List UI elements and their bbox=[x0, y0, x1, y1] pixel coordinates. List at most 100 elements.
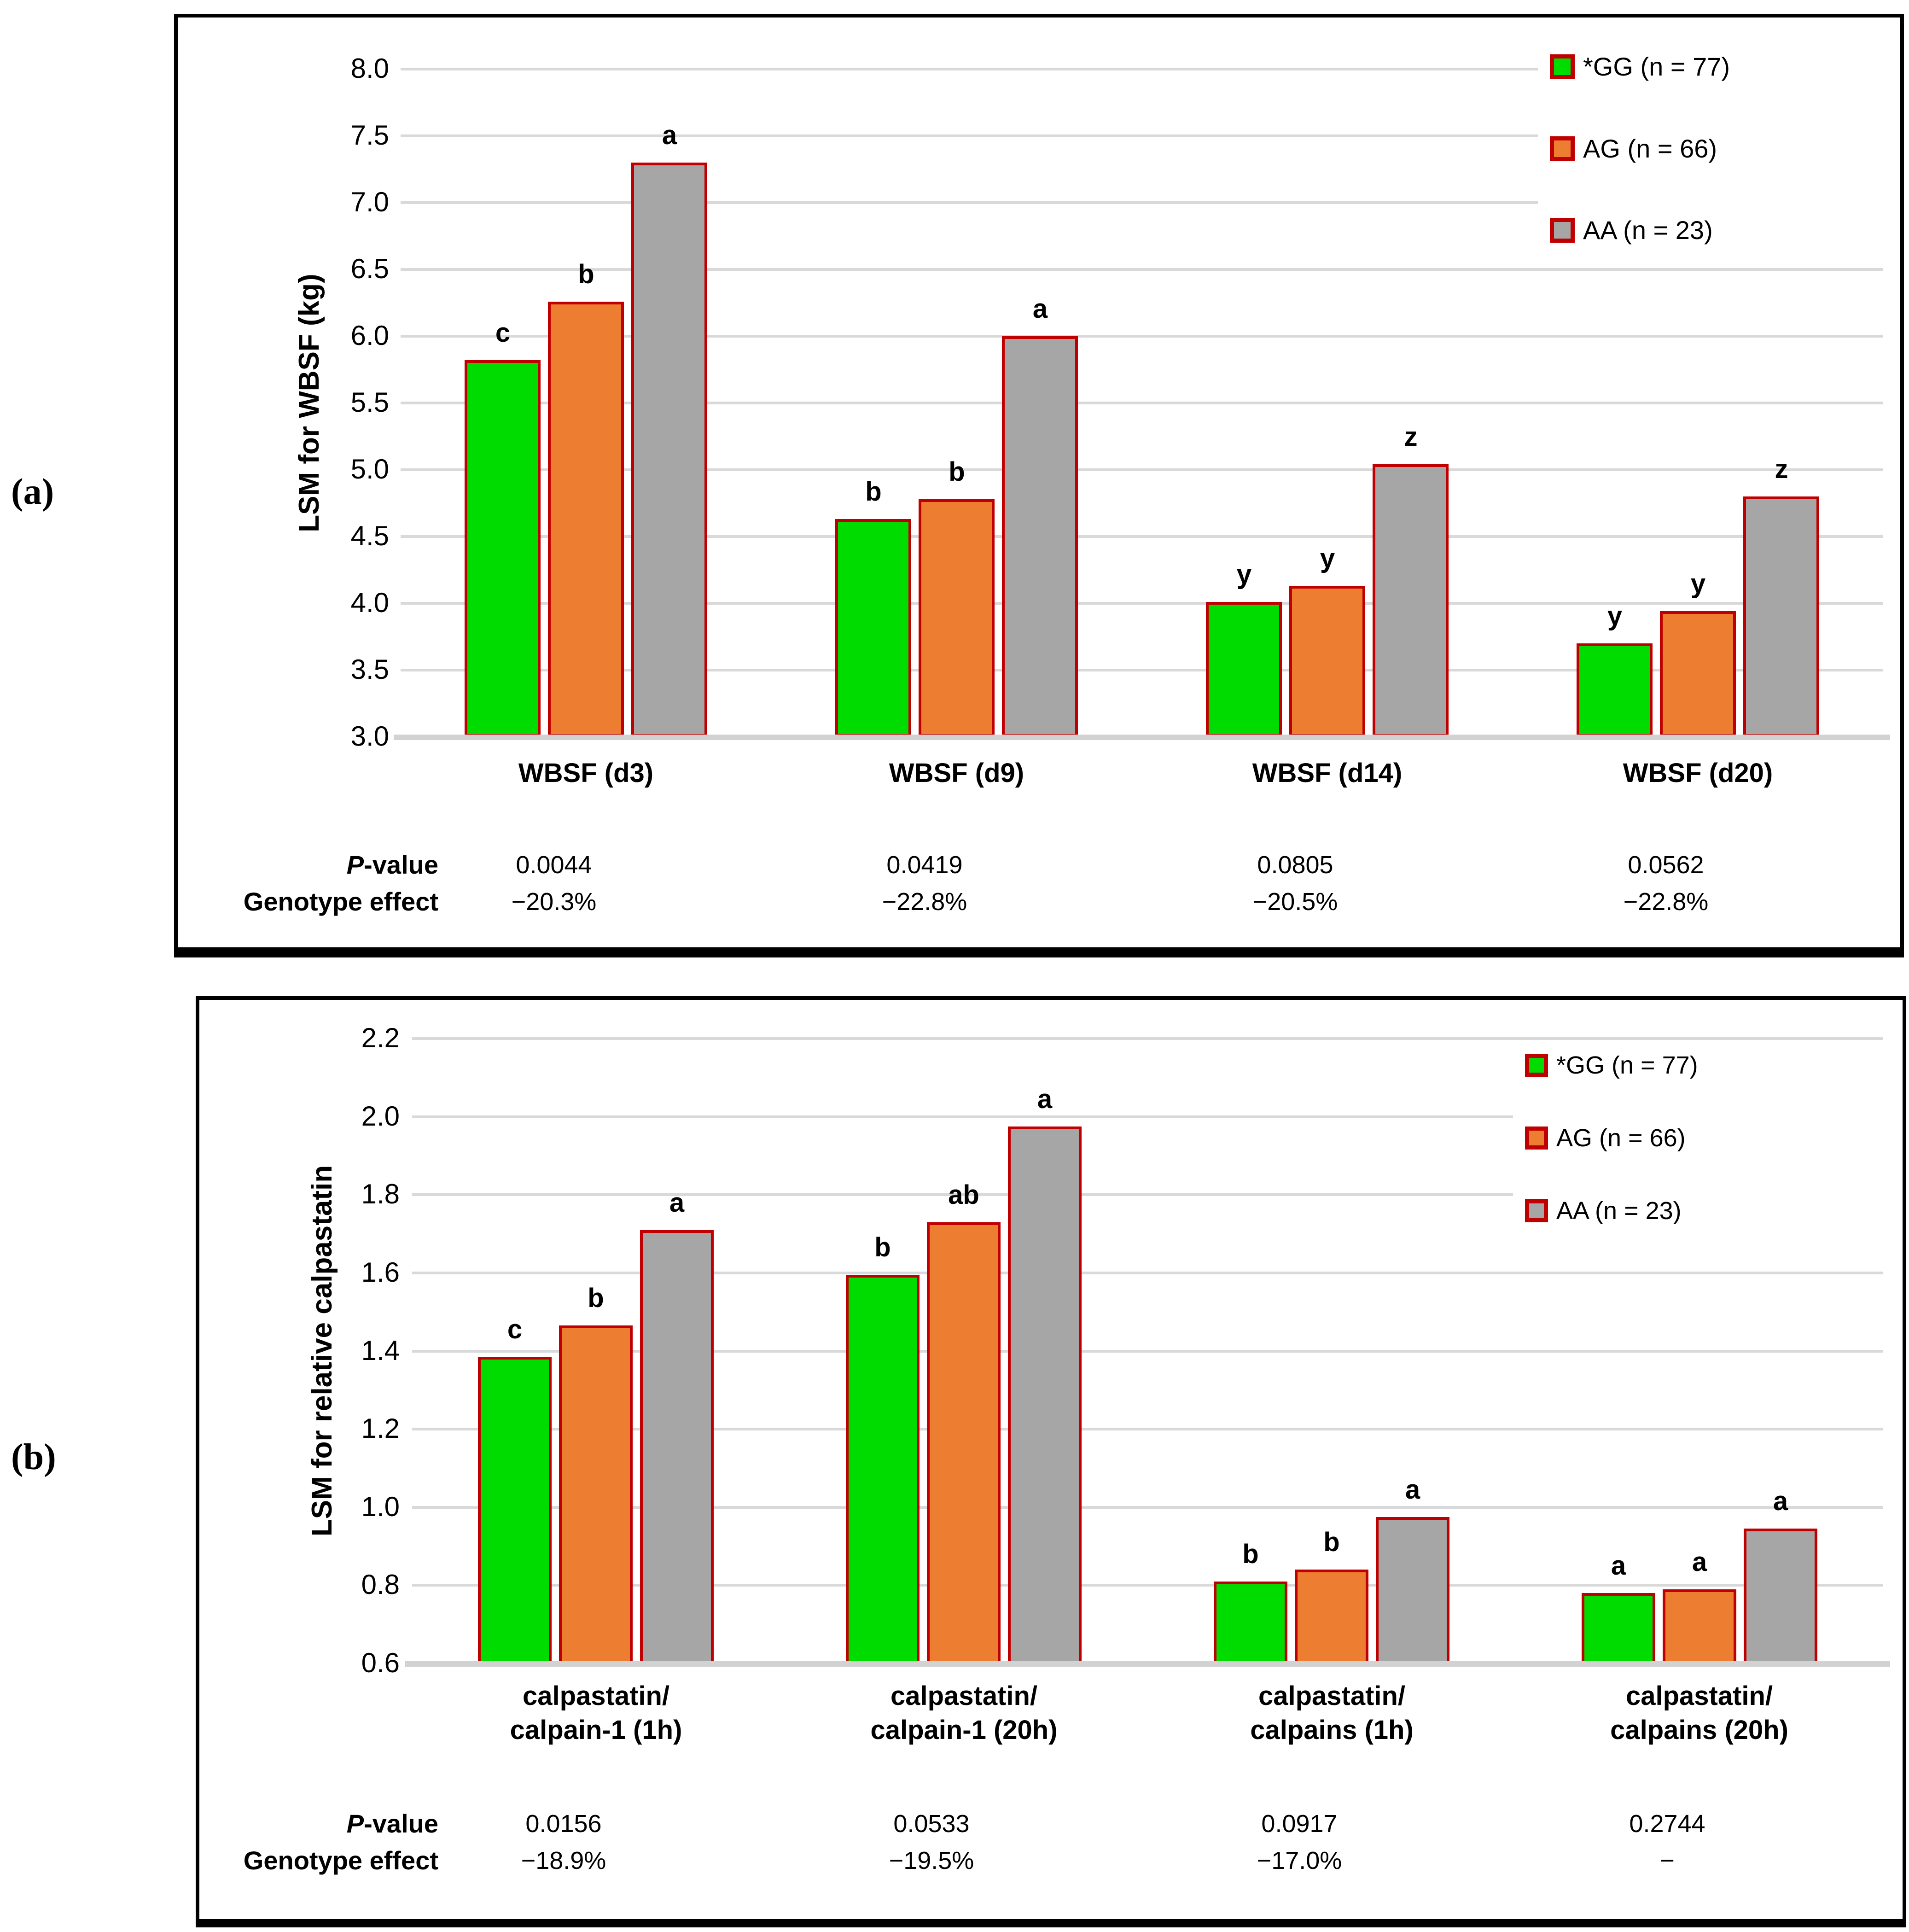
significance-letter: y bbox=[1607, 601, 1623, 631]
bar bbox=[927, 1222, 1001, 1664]
bar bbox=[919, 499, 995, 737]
category-label: calpastatin/ calpain-1 (20h) bbox=[870, 1681, 1058, 1745]
bar bbox=[1295, 1570, 1368, 1664]
x-axis-line bbox=[405, 1661, 1890, 1667]
y-axis-tick-label: 6.0 bbox=[350, 320, 389, 351]
p-value-row-label: P-value bbox=[24, 1810, 438, 1838]
panel-label-b: (b) bbox=[11, 1437, 56, 1477]
p-value-cell: 0.0044 bbox=[516, 851, 592, 879]
p-value-label-italic: P bbox=[346, 850, 364, 879]
significance-letter: a bbox=[662, 120, 677, 150]
genotype-effect-cell: −22.8% bbox=[1623, 888, 1709, 916]
genotype-effect-cell: −17.0% bbox=[1257, 1847, 1342, 1874]
p-value-cell: 0.0917 bbox=[1261, 1810, 1338, 1838]
y-axis-tick-label: 2.2 bbox=[361, 1022, 400, 1053]
gridline bbox=[401, 134, 1883, 137]
legend-label: AA (n = 23) bbox=[1556, 1197, 1682, 1225]
significance-letter: y bbox=[1690, 569, 1706, 599]
bar bbox=[1577, 643, 1653, 737]
bar bbox=[846, 1275, 920, 1664]
bar bbox=[1373, 464, 1449, 737]
gridline bbox=[401, 268, 1883, 271]
p-value-cell: 0.0419 bbox=[886, 851, 963, 879]
significance-letter: a bbox=[1692, 1547, 1707, 1577]
gridline bbox=[412, 1428, 1883, 1430]
p-value-label-rest: -value bbox=[364, 1809, 438, 1838]
legend-label: *GG (n = 77) bbox=[1583, 52, 1730, 81]
bar bbox=[835, 519, 911, 737]
y-axis-tick-label: 7.5 bbox=[350, 120, 389, 151]
y-axis-tick-label: 6.5 bbox=[350, 253, 389, 284]
genotype-effect-cell: −18.9% bbox=[521, 1847, 606, 1874]
bar bbox=[1206, 602, 1282, 737]
y-axis-tick-label: 2.0 bbox=[361, 1101, 400, 1132]
bar bbox=[1663, 1589, 1736, 1664]
genotype-effect-row-label: Genotype effect bbox=[243, 1846, 438, 1875]
p-value-row-label: P-value bbox=[24, 851, 438, 879]
significance-letter: c bbox=[507, 1314, 523, 1344]
category-label: calpastatin/ calpains (1h) bbox=[1250, 1681, 1414, 1745]
significance-letter: b bbox=[578, 259, 594, 289]
y-axis-tick-label: 5.0 bbox=[350, 454, 389, 484]
bar bbox=[1002, 336, 1078, 737]
y-axis-tick-label: 1.0 bbox=[361, 1491, 400, 1522]
gridline bbox=[412, 1272, 1883, 1274]
significance-letter: a bbox=[1405, 1475, 1420, 1505]
genotype-effect-cell: − bbox=[1660, 1847, 1675, 1874]
category-label: WBSF (d3) bbox=[518, 758, 654, 788]
panel-a-box bbox=[174, 14, 1904, 957]
y-axis-tick-label: 0.6 bbox=[361, 1647, 400, 1678]
genotype-effect-cell: −22.8% bbox=[882, 888, 967, 916]
significance-letter: b bbox=[874, 1232, 891, 1262]
significance-letter: b bbox=[865, 477, 882, 507]
bar bbox=[1582, 1593, 1655, 1664]
gridline bbox=[401, 68, 1883, 70]
panel-label-a: (a) bbox=[11, 472, 54, 512]
p-value-cell: 0.2744 bbox=[1629, 1810, 1705, 1838]
gridline bbox=[401, 468, 1883, 471]
significance-letter: b bbox=[1242, 1539, 1259, 1569]
legend-swatch-aa bbox=[1525, 1199, 1548, 1222]
bar bbox=[478, 1357, 552, 1664]
gridline bbox=[401, 402, 1883, 404]
category-label: calpastatin/ calpains (20h) bbox=[1610, 1681, 1788, 1745]
gridline bbox=[412, 1350, 1883, 1353]
legend-label: AA (n = 23) bbox=[1583, 216, 1713, 245]
p-value-label-italic: P bbox=[346, 1809, 364, 1838]
significance-letter: y bbox=[1320, 543, 1335, 573]
gridline bbox=[401, 669, 1883, 671]
significance-letter: a bbox=[669, 1188, 685, 1218]
legend-label: AG (n = 66) bbox=[1583, 134, 1717, 163]
genotype-effect-row-label: Genotype effect bbox=[243, 887, 438, 916]
bar bbox=[548, 302, 624, 737]
gridline bbox=[412, 1506, 1883, 1509]
gridline bbox=[412, 1584, 1883, 1587]
y-axis-tick-label: 1.4 bbox=[361, 1335, 400, 1366]
significance-letter: z bbox=[1404, 422, 1418, 452]
legend-label: *GG (n = 77) bbox=[1556, 1051, 1698, 1079]
gridline bbox=[401, 602, 1883, 605]
p-value-cell: 0.0156 bbox=[525, 1810, 602, 1838]
y-axis-tick-label: 1.6 bbox=[361, 1257, 400, 1288]
gridline bbox=[401, 201, 1883, 204]
legend-swatch-gg bbox=[1525, 1054, 1548, 1077]
y-axis-tick-label: 0.8 bbox=[361, 1569, 400, 1600]
y-axis-tick-label: 3.0 bbox=[350, 721, 389, 752]
p-value-cell: 0.0562 bbox=[1628, 851, 1704, 879]
y-axis-tick-label: 8.0 bbox=[350, 53, 389, 84]
bar bbox=[1743, 496, 1819, 737]
bar bbox=[1008, 1127, 1082, 1664]
significance-letter: b bbox=[588, 1283, 604, 1313]
x-axis-line bbox=[394, 735, 1890, 740]
y-axis-tick-label: 3.5 bbox=[350, 654, 389, 685]
bar bbox=[465, 360, 541, 737]
significance-letter: b bbox=[1323, 1527, 1340, 1557]
category-label: WBSF (d9) bbox=[889, 758, 1024, 788]
bar bbox=[559, 1325, 633, 1664]
gridline bbox=[412, 1193, 1883, 1196]
gridline bbox=[412, 1115, 1883, 1118]
significance-letter: z bbox=[1775, 454, 1788, 484]
gridline bbox=[401, 335, 1883, 338]
y-axis-tick-label: 4.0 bbox=[350, 587, 389, 618]
